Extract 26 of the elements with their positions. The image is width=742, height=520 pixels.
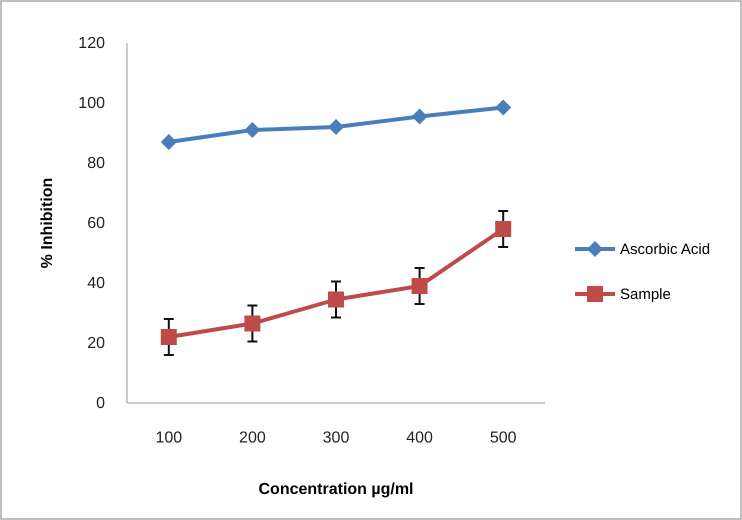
y-tick-label: 20: [87, 335, 106, 352]
legend-label: Ascorbic Acid: [620, 241, 710, 258]
point: [412, 108, 428, 124]
x-tick-label: 100: [155, 429, 182, 446]
point: [495, 100, 512, 116]
point: [412, 278, 428, 294]
legend-label: Sample: [620, 286, 671, 303]
y-tick-label: 120: [78, 35, 106, 52]
x-tick-label: 500: [490, 429, 517, 446]
point: [160, 329, 177, 345]
y-tick-label: 100: [78, 95, 106, 112]
point: [244, 316, 260, 332]
x-tick-label: 200: [239, 429, 266, 446]
point: [160, 134, 177, 150]
y-tick-label: 80: [87, 155, 106, 172]
y-axis-title: % Inhibition: [39, 178, 56, 268]
point: [328, 292, 344, 308]
point: [495, 221, 512, 237]
point: [244, 122, 260, 138]
x-tick-label: 300: [322, 429, 350, 446]
x-axis-title: Concentration µg/ml: [258, 481, 414, 498]
x-tick-label: 400: [406, 429, 434, 446]
point: [328, 119, 344, 135]
y-tick-label: 0: [96, 395, 106, 412]
y-tick-label: 60: [87, 215, 106, 232]
y-tick-label: 40: [87, 275, 106, 292]
